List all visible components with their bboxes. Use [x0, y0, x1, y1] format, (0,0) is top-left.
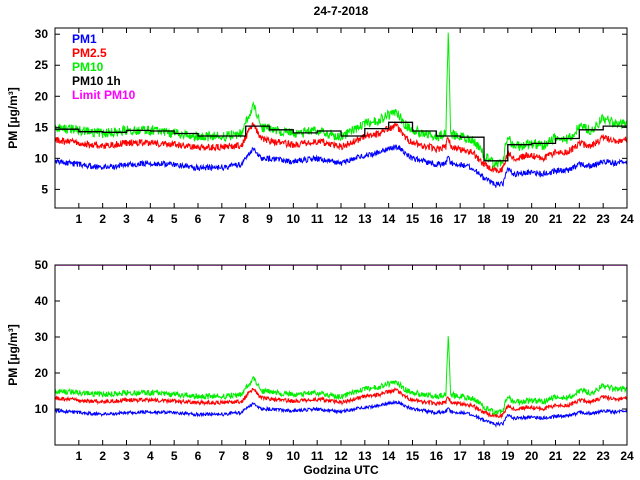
x-tick-label: 5	[171, 449, 178, 463]
x-tick-label: 15	[406, 212, 420, 226]
x-tick-label: 8	[242, 212, 249, 226]
y-tick-label: 30	[35, 27, 49, 41]
x-tick-label: 9	[266, 212, 273, 226]
y-tick-label: 20	[35, 366, 49, 380]
x-tick-label: 15	[406, 449, 420, 463]
y-tick-label: 15	[35, 120, 49, 134]
x-tick-label: 13	[358, 212, 372, 226]
x-tick-label: 24	[620, 212, 634, 226]
legend-item-pm1: PM1	[72, 32, 97, 46]
series-pm1	[55, 399, 627, 429]
series-group	[55, 265, 627, 429]
x-tick-label: 7	[218, 449, 225, 463]
axis-ticks: 1 2 3 4 5 6 7 8 9 10 11 12 13 14 15 16 17 18 19 20 21 22 23 241…	[35, 258, 634, 463]
x-tick-label: 3	[123, 449, 130, 463]
x-tick-label: 14	[382, 449, 396, 463]
y-tick-label: 10	[35, 402, 49, 416]
y-tick-label: 10	[35, 151, 49, 165]
x-tick-label: 6	[195, 449, 202, 463]
x-tick-label: 22	[573, 449, 587, 463]
legend-item-pm10: PM10	[72, 60, 104, 74]
x-tick-label: 19	[501, 212, 515, 226]
x-tick-label: 1	[75, 212, 82, 226]
series-pm2-5	[55, 120, 627, 174]
x-tick-label: 2	[99, 449, 106, 463]
x-tick-label: 17	[453, 449, 467, 463]
x-tick-label: 23	[596, 212, 610, 226]
x-tick-label: 10	[287, 449, 301, 463]
x-tick-label: 21	[549, 212, 563, 226]
x-tick-label: 22	[573, 212, 587, 226]
x-tick-label: 24	[620, 449, 634, 463]
x-tick-label: 3	[123, 212, 130, 226]
x-tick-label: 18	[477, 212, 491, 226]
series-pm1	[55, 144, 627, 188]
x-tick-label: 1	[75, 449, 82, 463]
top-panel: 1 2 3 4 5 6 7 8 9 10 11 12 13 14 15 16 17 18 19 20 21 22 23 245…	[35, 27, 634, 226]
x-tick-label: 7	[218, 212, 225, 226]
x-tick-label: 20	[525, 212, 539, 226]
x-tick-label: 10	[287, 212, 301, 226]
series-group	[55, 32, 627, 188]
plot-background	[55, 265, 627, 445]
series-pm10	[55, 336, 627, 416]
x-tick-label: 13	[358, 449, 372, 463]
x-tick-label: 21	[549, 449, 563, 463]
x-tick-label: 8	[242, 449, 249, 463]
plot-background	[55, 28, 627, 208]
x-tick-label: 9	[266, 449, 273, 463]
bottom-panel: 1 2 3 4 5 6 7 8 9 10 11 12 13 14 15 16 17 18 19 20 21 22 23 241…	[35, 258, 634, 463]
x-tick-label: 14	[382, 212, 396, 226]
x-tick-label: 23	[596, 449, 610, 463]
x-tick-label: 5	[171, 212, 178, 226]
y-tick-label: 30	[35, 330, 49, 344]
bottom-ylabel: PM [µg/m³]	[6, 324, 20, 386]
x-tick-label: 17	[453, 212, 467, 226]
y-tick-label: 5	[41, 182, 48, 196]
x-tick-label: 20	[525, 449, 539, 463]
x-tick-label: 19	[501, 449, 515, 463]
legend-item-pm2-5: PM2.5	[72, 46, 107, 60]
legend-item-limit-pm10: Limit PM10	[72, 88, 136, 102]
series-pm10-1h	[55, 121, 627, 162]
chart-title: 24-7-2018	[313, 4, 369, 18]
x-tick-label: 12	[334, 449, 348, 463]
x-tick-label: 12	[334, 212, 348, 226]
y-tick-label: 20	[35, 89, 49, 103]
y-tick-label: 25	[35, 58, 49, 72]
x-tick-label: 4	[147, 212, 154, 226]
x-tick-label: 2	[99, 212, 106, 226]
x-tick-label: 16	[430, 212, 444, 226]
series-pm10	[55, 32, 627, 169]
y-tick-label: 40	[35, 294, 49, 308]
top-ylabel: PM [µg/m³]	[6, 87, 20, 149]
x-tick-label: 16	[430, 449, 444, 463]
x-tick-label: 6	[195, 212, 202, 226]
legend: PM1 PM2.5 PM10 PM10 1h Limit PM10	[72, 32, 135, 102]
series-pm2-5	[55, 387, 627, 420]
x-tick-label: 11	[311, 449, 324, 463]
axis-ticks: 1 2 3 4 5 6 7 8 9 10 11 12 13 14 15 16 17 18 19 20 21 22 23 245…	[35, 27, 634, 226]
x-tick-label: 18	[477, 449, 491, 463]
x-tick-label: 4	[147, 449, 154, 463]
legend-item-pm10-1h: PM10 1h	[72, 74, 121, 88]
x-tick-label: 11	[311, 212, 324, 226]
y-tick-label: 50	[35, 258, 49, 272]
x-axis-label: Godzina UTC	[303, 463, 379, 477]
